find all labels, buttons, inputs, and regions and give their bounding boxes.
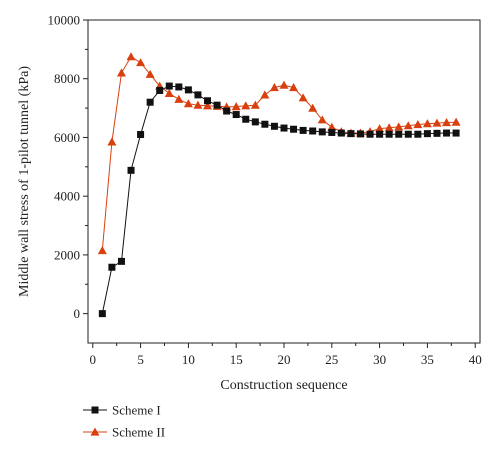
legend-label-scheme-1: Scheme I — [112, 403, 161, 418]
data-point-scheme-1 — [232, 111, 240, 119]
data-point-scheme-1 — [309, 127, 317, 135]
data-point-scheme-1 — [337, 129, 345, 137]
data-point-scheme-2 — [183, 99, 193, 108]
legend-marker-scheme-1 — [91, 406, 99, 414]
data-point-scheme-2 — [451, 117, 461, 126]
data-point-scheme-1 — [280, 124, 288, 132]
data-point-scheme-1 — [223, 107, 231, 115]
data-point-scheme-1 — [213, 101, 221, 109]
y-tick-label: 2000 — [54, 247, 80, 262]
legend: Scheme I Scheme II — [83, 403, 165, 440]
data-point-scheme-1 — [376, 130, 384, 138]
data-point-scheme-2 — [384, 123, 394, 132]
y-tick-label: 6000 — [54, 130, 80, 145]
x-tick-label: 20 — [278, 352, 291, 367]
data-point-scheme-2 — [289, 83, 299, 92]
x-tick-label: 10 — [182, 352, 195, 367]
data-point-scheme-2 — [308, 103, 318, 112]
data-point-scheme-2 — [116, 68, 126, 77]
data-point-scheme-2 — [136, 58, 146, 67]
x-tick-label: 30 — [373, 352, 386, 367]
data-point-scheme-1 — [433, 129, 441, 137]
data-point-scheme-1 — [404, 130, 412, 138]
data-point-scheme-2 — [442, 117, 452, 127]
data-point-scheme-1 — [318, 128, 326, 136]
data-point-scheme-2 — [403, 121, 413, 130]
y-tick-label: 10000 — [48, 13, 81, 28]
data-point-scheme-2 — [193, 100, 203, 109]
data-point-scheme-1 — [108, 263, 116, 271]
data-point-scheme-2 — [279, 80, 289, 89]
data-point-scheme-2 — [269, 83, 279, 92]
data-point-scheme-1 — [423, 130, 431, 138]
x-tick-label: 0 — [90, 352, 97, 367]
data-point-scheme-2 — [203, 101, 213, 110]
data-point-scheme-2 — [164, 88, 174, 98]
data-point-scheme-1 — [414, 130, 422, 138]
series-layer — [97, 52, 461, 318]
data-point-scheme-2 — [97, 246, 107, 255]
y-tick-label: 8000 — [54, 71, 80, 86]
data-point-scheme-1 — [98, 310, 106, 318]
data-point-scheme-1 — [328, 128, 336, 136]
data-point-scheme-2 — [394, 122, 404, 131]
data-point-scheme-2 — [126, 52, 136, 61]
data-point-scheme-1 — [242, 115, 250, 123]
data-point-scheme-2 — [250, 100, 260, 109]
data-point-scheme-1 — [290, 125, 298, 133]
legend-label-scheme-2: Scheme II — [112, 425, 165, 440]
data-point-scheme-1 — [347, 130, 355, 138]
x-tick-label: 15 — [230, 352, 243, 367]
data-point-scheme-1 — [356, 130, 364, 138]
y-tick-label: 0 — [74, 306, 81, 321]
data-point-scheme-2 — [375, 124, 385, 133]
x-tick-label: 5 — [137, 352, 144, 367]
x-tick-label: 35 — [421, 352, 434, 367]
plot-frame — [87, 19, 481, 344]
data-point-scheme-1 — [251, 118, 259, 126]
data-point-scheme-1 — [261, 120, 269, 128]
legend-marker-scheme-2 — [90, 427, 100, 436]
data-point-scheme-1 — [117, 257, 125, 265]
series-line-scheme-2 — [101, 56, 457, 251]
data-point-scheme-2 — [432, 118, 442, 127]
x-tick-label: 25 — [325, 352, 338, 367]
data-point-scheme-2 — [174, 94, 184, 103]
data-point-scheme-2 — [298, 93, 308, 102]
axis-ticks: 0 5 10 15 20 25 30 35 40 0 2000 4000 6000 8000 10000 — [48, 13, 482, 368]
data-point-scheme-2 — [422, 119, 432, 128]
data-point-scheme-1 — [443, 129, 451, 137]
data-point-scheme-1 — [366, 130, 374, 138]
data-point-scheme-1 — [137, 131, 145, 139]
data-point-scheme-1 — [165, 82, 173, 90]
data-point-scheme-1 — [156, 86, 164, 94]
data-point-scheme-1 — [204, 97, 212, 105]
data-point-scheme-2 — [260, 90, 270, 99]
data-point-scheme-1 — [127, 166, 135, 174]
data-point-scheme-1 — [194, 91, 202, 99]
data-point-scheme-1 — [146, 98, 154, 106]
data-point-scheme-2 — [317, 115, 327, 124]
data-point-scheme-2 — [145, 69, 155, 78]
data-point-scheme-2 — [241, 101, 251, 110]
data-point-scheme-1 — [184, 86, 192, 94]
data-point-scheme-2 — [327, 122, 337, 131]
data-point-scheme-1 — [270, 122, 278, 130]
series-line-scheme-1 — [101, 85, 457, 314]
data-point-scheme-2 — [413, 120, 423, 129]
x-axis-label: Construction sequence — [220, 378, 347, 393]
data-point-scheme-1 — [175, 83, 183, 91]
data-point-scheme-1 — [452, 129, 460, 137]
plot-border — [87, 19, 481, 344]
y-axis-label: Middle wall stress of 1-pilot tunnel (kP… — [17, 66, 32, 297]
data-point-scheme-2 — [107, 137, 117, 146]
data-point-scheme-1 — [385, 130, 393, 138]
y-tick-label: 4000 — [54, 189, 80, 204]
data-point-scheme-2 — [231, 102, 241, 111]
data-point-scheme-1 — [299, 126, 307, 134]
data-point-scheme-1 — [395, 130, 403, 138]
x-tick-label: 40 — [469, 352, 482, 367]
